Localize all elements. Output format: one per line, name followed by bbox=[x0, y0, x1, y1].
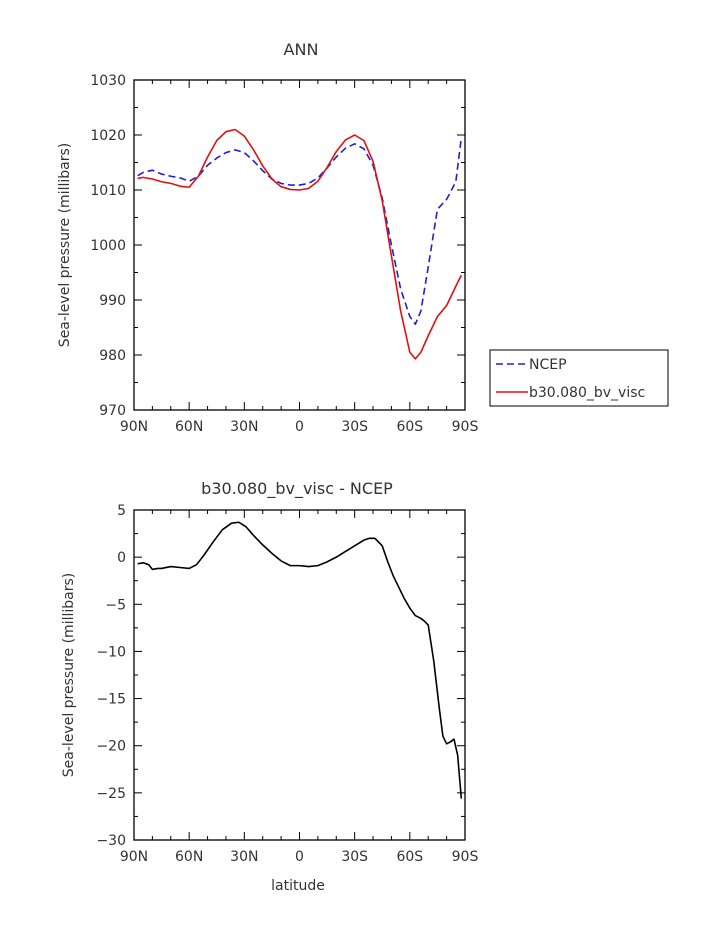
top-chart-panel: ANN 90N 60N 30N 0 30S 60S 90S 970 980 990 1000 1010… bbox=[57, 40, 669, 435]
top-x-tick-label: 30N bbox=[230, 419, 258, 435]
bottom-x-tick-label: 0 bbox=[295, 849, 304, 865]
top-x-tick-label: 90N bbox=[120, 419, 148, 435]
top-y-tick-label: 970 bbox=[99, 403, 126, 419]
bottom-chart-frame bbox=[133, 509, 466, 841]
bottom-y-tick-label: −5 bbox=[105, 597, 126, 613]
top-x-tick-label: 90S bbox=[452, 419, 479, 435]
top-series-line-1 bbox=[137, 128, 463, 360]
top-y-tick-label: 990 bbox=[99, 293, 126, 309]
top-chart-series bbox=[137, 128, 463, 360]
bottom-y-tick-label: −10 bbox=[96, 644, 126, 660]
top-y-tick-label: 1020 bbox=[90, 128, 126, 144]
bottom-series-line-0 bbox=[137, 521, 463, 799]
top-chart-y-axis-label: Sea-level pressure (millibars) bbox=[57, 143, 73, 347]
top-y-tick-label: 1000 bbox=[90, 238, 126, 254]
bottom-y-tick-label: −25 bbox=[96, 786, 126, 802]
bottom-chart-title: b30.080_bv_visc - NCEP bbox=[201, 479, 393, 499]
bottom-chart-series bbox=[137, 521, 463, 799]
top-y-tick-label: 980 bbox=[99, 348, 126, 364]
top-x-tick-label: 0 bbox=[295, 419, 304, 435]
top-x-tick-label: 60N bbox=[175, 419, 203, 435]
bottom-chart-ticks: 90N 60N 30N 0 30S 60S 90S −30 −25 −20 −15 −10 −5 0 5 bbox=[96, 503, 478, 865]
bottom-x-tick-label: 30N bbox=[230, 849, 258, 865]
top-chart-ticks: 90N 60N 30N 0 30S 60S 90S 970 980 990 1000 1010 1020… bbox=[90, 73, 478, 435]
bottom-chart-y-axis-label: Sea-level pressure (millibars) bbox=[61, 573, 77, 777]
bottom-x-tick-label: 30S bbox=[341, 849, 368, 865]
top-chart-title: ANN bbox=[284, 40, 319, 59]
top-y-tick-label: 1010 bbox=[90, 183, 126, 199]
legend-label-model: b30.080_bv_visc bbox=[529, 385, 645, 401]
top-chart-frame bbox=[133, 79, 466, 411]
top-x-tick-label: 30S bbox=[341, 419, 368, 435]
top-series-line-0 bbox=[137, 137, 463, 326]
legend-label-ncep: NCEP bbox=[529, 357, 567, 373]
top-y-tick-label: 1030 bbox=[90, 73, 126, 89]
top-x-tick-label: 60S bbox=[396, 419, 423, 435]
bottom-y-tick-label: 0 bbox=[117, 550, 126, 566]
bottom-y-tick-label: −30 bbox=[96, 833, 126, 849]
legend: NCEP b30.080_bv_visc bbox=[489, 349, 669, 407]
bottom-x-tick-label: 60S bbox=[396, 849, 423, 865]
bottom-y-tick-label: −15 bbox=[96, 692, 126, 708]
bottom-chart-panel: b30.080_bv_visc - NCEP 90N 60N 30N 0 30S 60S 9… bbox=[61, 479, 478, 894]
bottom-x-tick-label: 90S bbox=[452, 849, 479, 865]
bottom-chart-x-axis-label: latitude bbox=[271, 878, 325, 894]
bottom-y-tick-label: 5 bbox=[117, 503, 126, 519]
bottom-x-tick-label: 60N bbox=[175, 849, 203, 865]
bottom-y-tick-label: −20 bbox=[96, 739, 126, 755]
legend-box bbox=[489, 349, 669, 407]
bottom-x-tick-label: 90N bbox=[120, 849, 148, 865]
